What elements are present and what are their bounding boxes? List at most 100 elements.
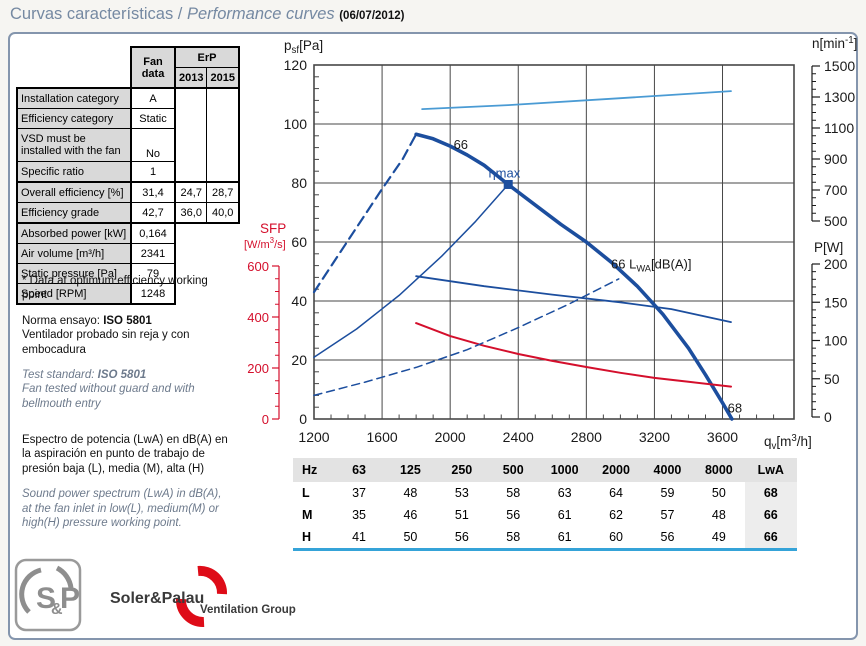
sound-cell: 48 bbox=[403, 486, 418, 500]
sound-cell: 46 bbox=[403, 508, 418, 522]
svg-text:50: 50 bbox=[824, 371, 840, 387]
spec-cell: 31,4 bbox=[130, 181, 176, 203]
sound-cell: 49 bbox=[711, 530, 726, 544]
svg-text:600: 600 bbox=[247, 259, 269, 274]
spec-cell: Absorbed power [kW] bbox=[16, 222, 132, 244]
sp-logo: S & P bbox=[14, 558, 84, 639]
spec-cell: Static pressure [Pa] bbox=[16, 263, 132, 284]
logo-ampersand: & bbox=[51, 601, 63, 618]
sound-cell: 51 bbox=[454, 508, 469, 522]
svg-text:2800: 2800 bbox=[571, 429, 602, 445]
spec-row: Efficiency category Static bbox=[16, 108, 239, 129]
svg-text:1500: 1500 bbox=[824, 58, 855, 74]
spec-cell: Overall efficiency [%] bbox=[16, 181, 132, 203]
spec-cell: 0,164 bbox=[130, 222, 176, 244]
page-title: Curvas características / Performance cur… bbox=[10, 5, 405, 23]
spec-cell: 2015 bbox=[206, 67, 240, 89]
sound-cell: 50 bbox=[403, 530, 418, 544]
spec-cell bbox=[17, 47, 131, 88]
spec-cell: Static bbox=[130, 108, 176, 129]
fan-spec-table-body: Fan data ErP 2013 2015 Installation category A… bbox=[16, 46, 240, 305]
spec-cell: Efficiency grade bbox=[16, 202, 132, 224]
sound-spectrum-table: Hz 63 125 250 500 1000 2000 4000 8000 LwA L 37 48 53… bbox=[293, 458, 797, 548]
sound-cell: 53 bbox=[454, 486, 469, 500]
svg-text:3200: 3200 bbox=[639, 429, 670, 445]
spec-cell bbox=[174, 87, 208, 183]
pressure-curve-unstable bbox=[312, 134, 417, 294]
sound-header-cell: 8000 bbox=[693, 458, 745, 482]
sound-table-header-row: Hz 63 125 250 500 1000 2000 4000 8000 LwA bbox=[293, 458, 797, 482]
spec-cell: 2013 bbox=[174, 67, 208, 89]
spec-row: Overall efficiency [%] 31,4 24,7 28,7 bbox=[16, 181, 240, 203]
svg-text:80: 80 bbox=[291, 175, 307, 191]
sound-cell: 58 bbox=[506, 530, 521, 544]
spec-row: VSD must be installed with the fan No bbox=[16, 128, 239, 162]
svg-text:200: 200 bbox=[824, 256, 848, 272]
sound-cell: 41 bbox=[352, 530, 366, 544]
spec-cell: Efficiency category bbox=[16, 108, 132, 129]
sound-cell: 63 bbox=[557, 486, 572, 500]
spec-cell bbox=[175, 244, 207, 264]
svg-text:P[W]: P[W] bbox=[814, 240, 843, 255]
note-norma: Norma ensayo: ISO 5801 Ventilador probado… bbox=[22, 314, 190, 356]
spec-cell: 40,0 bbox=[206, 202, 240, 224]
sound-cell: 62 bbox=[609, 508, 623, 522]
logo-letter-s: S bbox=[36, 582, 56, 615]
spec-cell: ErP bbox=[174, 46, 240, 68]
svg-text:40: 40 bbox=[291, 293, 307, 309]
sound-row: L 37 48 53 58 63 64 59 50 68 bbox=[293, 482, 797, 504]
spec-cell: 28,7 bbox=[206, 181, 240, 203]
logo-left-arc bbox=[19, 567, 42, 614]
sound-cell: 48 bbox=[711, 508, 726, 522]
sound-row-label: H bbox=[302, 530, 312, 544]
sound-cell: 58 bbox=[506, 486, 521, 500]
spec-cell: 24,7 bbox=[174, 181, 208, 203]
svg-text:2400: 2400 bbox=[503, 429, 534, 445]
sound-row: M 35 46 51 56 61 62 57 48 66 bbox=[293, 504, 797, 526]
svg-text:60: 60 bbox=[291, 234, 307, 250]
spec-cell: 79 bbox=[130, 263, 176, 284]
spec-cell: No bbox=[130, 128, 176, 162]
svg-text:1600: 1600 bbox=[367, 429, 398, 445]
logo-right-arc bbox=[55, 565, 74, 589]
svg-text:3600: 3600 bbox=[707, 429, 738, 445]
svg-text:20: 20 bbox=[291, 352, 307, 368]
spec-row: Absorbed power [kW] 0,164 bbox=[16, 222, 239, 244]
svg-text:0: 0 bbox=[824, 409, 832, 425]
sound-cell: 37 bbox=[352, 486, 366, 500]
svg-text:0: 0 bbox=[299, 411, 307, 427]
sound-spectrum-table-wrap: Hz 63 125 250 500 1000 2000 4000 8000 LwA L 37 48 53… bbox=[293, 458, 797, 551]
fan-spec-table: Fan data ErP 2013 2015 Installation category A… bbox=[16, 46, 240, 305]
svg-text:500: 500 bbox=[824, 213, 848, 229]
svg-text:100: 100 bbox=[824, 333, 848, 349]
svg-text:[W/m3/s]: [W/m3/s] bbox=[244, 236, 286, 251]
logo-frame bbox=[14, 558, 82, 632]
svg-text:700: 700 bbox=[824, 182, 848, 198]
sound-header-cell: 63 bbox=[333, 458, 385, 482]
sound-cell: 56 bbox=[506, 508, 521, 522]
note-test-standard: Test standard: ISO 5801 Fan tested withou… bbox=[22, 368, 195, 410]
chart-annotation: 66 LWA[dB(A)] bbox=[611, 257, 692, 274]
sound-header-cell: LwA bbox=[744, 458, 797, 482]
sound-table-body: L 37 48 53 58 63 64 59 50 68 M 35 46 51 56 61 62 57 48 66 H 4… bbox=[293, 482, 797, 548]
title-date: (06/07/2012) bbox=[339, 10, 405, 22]
spec-row: Specific ratio 1 bbox=[16, 161, 239, 183]
sound-lwa-cell: 66 bbox=[744, 504, 797, 526]
sound-row-label: L bbox=[302, 486, 310, 500]
sound-header-cell: 1000 bbox=[538, 458, 591, 482]
sound-cell: 64 bbox=[609, 486, 623, 500]
spec-cell bbox=[207, 223, 239, 244]
sound-header-cell: 125 bbox=[384, 458, 437, 482]
svg-text:1200: 1200 bbox=[298, 429, 329, 445]
sound-cell: 50 bbox=[711, 486, 726, 500]
note-optimum: * Data at optimum efficiency working poi… bbox=[22, 275, 208, 302]
svg-text:100: 100 bbox=[284, 116, 308, 132]
svg-text:1100: 1100 bbox=[824, 120, 854, 136]
spec-cell: VSD must be installed with the fan bbox=[16, 128, 132, 162]
spec-row: Efficiency grade 42,7 36,0 40,0 bbox=[16, 202, 240, 224]
spec-cell: Air volume [m³/h] bbox=[16, 243, 132, 264]
chart-annotation: 66 bbox=[454, 137, 468, 152]
sound-row: H 41 50 56 58 61 60 56 49 66 bbox=[293, 526, 797, 548]
svg-text:2000: 2000 bbox=[435, 429, 466, 445]
